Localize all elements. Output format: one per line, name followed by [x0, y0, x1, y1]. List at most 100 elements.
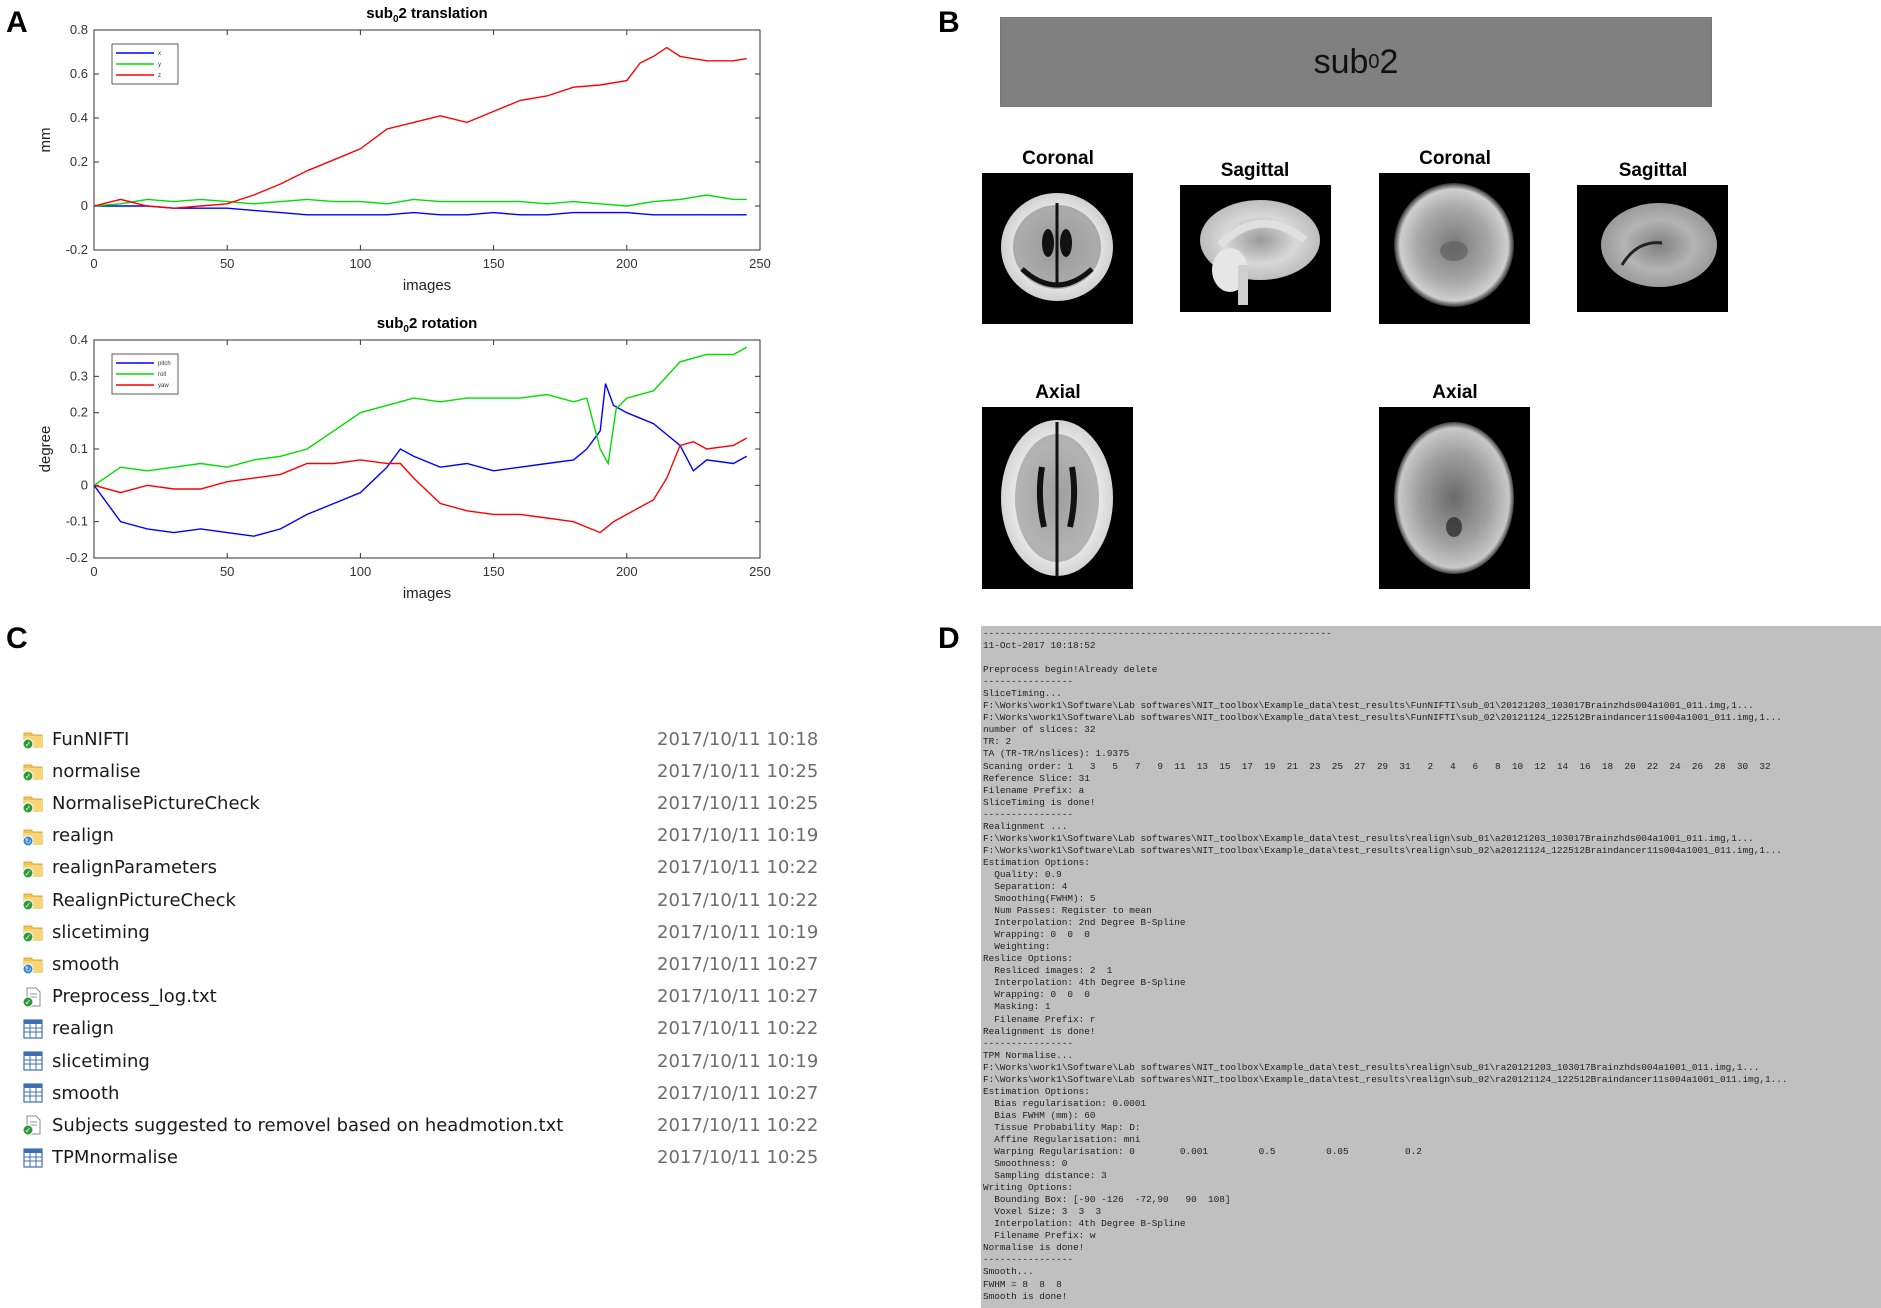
file-row[interactable]: ✓ slicetiming 2017/10/11 10:19	[22, 916, 822, 948]
file-row[interactable]: ✓ normalise 2017/10/11 10:25	[22, 755, 822, 787]
spreadsheet-file-icon	[22, 1018, 44, 1040]
file-row[interactable]: smooth 2017/10/11 10:27	[22, 1077, 822, 1109]
subject-label-sub: 0	[1368, 50, 1380, 73]
template-coronal-image	[982, 173, 1133, 324]
file-name: FunNIFTI	[52, 728, 130, 750]
file-name: Subjects suggested to removel based on h…	[52, 1114, 564, 1136]
file-row[interactable]: ✓ FunNIFTI 2017/10/11 10:18	[22, 723, 822, 755]
legend-label-x: x	[158, 51, 161, 57]
panel-letter-a: A	[6, 6, 28, 39]
x-axis-label: images	[403, 277, 451, 294]
legend-label-yaw: yaw	[158, 383, 169, 389]
svg-text:↻: ↻	[25, 837, 32, 846]
svg-text:✓: ✓	[25, 740, 32, 749]
file-modified-date: 2017/10/11 10:22	[657, 1114, 819, 1136]
y-tick-label: 0.1	[70, 441, 88, 456]
file-name: smooth	[52, 953, 120, 975]
file-row[interactable]: TPMnormalise 2017/10/11 10:25	[22, 1142, 822, 1174]
view-label-axial-template: Axial	[1035, 382, 1081, 403]
y-tick-label: 0.2	[70, 154, 88, 169]
panel-letter-c: C	[6, 622, 28, 655]
file-row[interactable]: ↻ smooth 2017/10/11 10:27	[22, 948, 822, 980]
log-window[interactable]: ----------------------------------------…	[981, 626, 1881, 1308]
file-modified-date: 2017/10/11 10:27	[657, 986, 819, 1008]
folder-sync-icon: ✓	[22, 760, 44, 782]
x-tick-label: 0	[90, 256, 97, 271]
ventricle-right	[1067, 466, 1078, 528]
svg-text:✓: ✓	[25, 1126, 32, 1135]
legend-label-roll: roll	[158, 372, 166, 378]
view-label-coronal-epi: Coronal	[1419, 148, 1491, 169]
series-line-yaw	[93, 437, 748, 534]
file-row[interactable]: ✓ NormalisePictureCheck 2017/10/11 10:25	[22, 787, 822, 819]
view-label-axial-epi: Axial	[1432, 382, 1478, 403]
file-modified-date: 2017/10/11 10:22	[657, 857, 819, 879]
folder-sync-icon: ✓	[22, 792, 44, 814]
ventricle-right	[1060, 229, 1072, 257]
svg-text:✓: ✓	[25, 998, 32, 1007]
series-line-y	[93, 194, 747, 207]
file-modified-date: 2017/10/11 10:22	[657, 1018, 819, 1040]
y-tick-label: -0.2	[66, 242, 88, 257]
svg-text:✓: ✓	[25, 869, 32, 878]
series-line-roll	[93, 346, 748, 486]
file-name: NormalisePictureCheck	[52, 792, 260, 814]
spreadsheet-file-icon	[22, 1147, 44, 1169]
chart-1: sub02 rotation 0 50 100 150 200 250 -0.2 -0.1 0 0.…	[37, 315, 771, 602]
text-file-icon: ✓	[22, 986, 44, 1008]
file-modified-date: 2017/10/11 10:27	[657, 953, 819, 975]
view-label-sagittal-template: Sagittal	[1220, 160, 1290, 181]
file-name: normalise	[52, 760, 141, 782]
file-row[interactable]: ✓ realignParameters 2017/10/11 10:22	[22, 852, 822, 884]
legend-label-pitch: pitch	[158, 361, 171, 367]
y-tick-label: 0.4	[70, 332, 88, 347]
subject-banner: sub 0 2	[1000, 17, 1712, 107]
series-line-x	[94, 205, 747, 216]
ventricle-left	[1042, 229, 1054, 257]
file-row[interactable]: slicetiming 2017/10/11 10:19	[22, 1045, 822, 1077]
file-name: TPMnormalise	[52, 1147, 178, 1169]
file-row[interactable]: ✓ Subjects suggested to removel based on …	[22, 1109, 822, 1141]
y-tick-label: 0.2	[70, 405, 88, 420]
chart-title: sub02 translation	[366, 5, 487, 25]
panel-letter-b: B	[938, 6, 960, 39]
x-tick-label: 250	[749, 564, 771, 579]
y-axis-label: degree	[37, 426, 54, 473]
preprocess-log-text: ----------------------------------------…	[983, 628, 1788, 1302]
file-row[interactable]: ✓ RealignPictureCheck 2017/10/11 10:22	[22, 884, 822, 916]
x-tick-label: 100	[350, 256, 372, 271]
y-tick-label: -0.2	[66, 550, 88, 565]
plot-area	[93, 339, 761, 559]
sulcus	[1620, 241, 1663, 266]
brain-dark-spot	[1446, 517, 1462, 537]
file-name: realign	[52, 1018, 114, 1040]
file-name: realignParameters	[52, 857, 217, 879]
file-row[interactable]: realign 2017/10/11 10:22	[22, 1013, 822, 1045]
template-sagittal-image	[1180, 185, 1331, 312]
spreadsheet-file-icon	[22, 1082, 44, 1104]
file-name: slicetiming	[52, 921, 150, 943]
legend-label-z: z	[158, 73, 161, 79]
file-row[interactable]: ↻ realign 2017/10/11 10:19	[22, 820, 822, 852]
y-tick-label: 0.6	[70, 66, 88, 81]
subject-label-end: 2	[1379, 42, 1399, 81]
chart-legend: xyz	[111, 43, 179, 85]
file-modified-date: 2017/10/11 10:25	[657, 1147, 819, 1169]
svg-text:↻: ↻	[25, 965, 32, 974]
temporal-lobe-gap	[1020, 267, 1094, 288]
plot-area	[93, 29, 761, 251]
view-label-coronal-template: Coronal	[1022, 148, 1094, 169]
folder-syncing-icon: ↻	[22, 953, 44, 975]
x-tick-label: 100	[350, 564, 372, 579]
file-name: RealignPictureCheck	[52, 889, 236, 911]
folder-syncing-icon: ↻	[22, 825, 44, 847]
file-row[interactable]: ✓ Preprocess_log.txt 2017/10/11 10:27	[22, 981, 822, 1013]
y-axis-label: mm	[37, 128, 54, 153]
epi-axial-image	[1379, 407, 1530, 589]
folder-sync-icon: ✓	[22, 857, 44, 879]
x-tick-label: 50	[220, 256, 234, 271]
file-modified-date: 2017/10/11 10:19	[657, 1050, 819, 1072]
svg-text:✓: ✓	[25, 901, 32, 910]
